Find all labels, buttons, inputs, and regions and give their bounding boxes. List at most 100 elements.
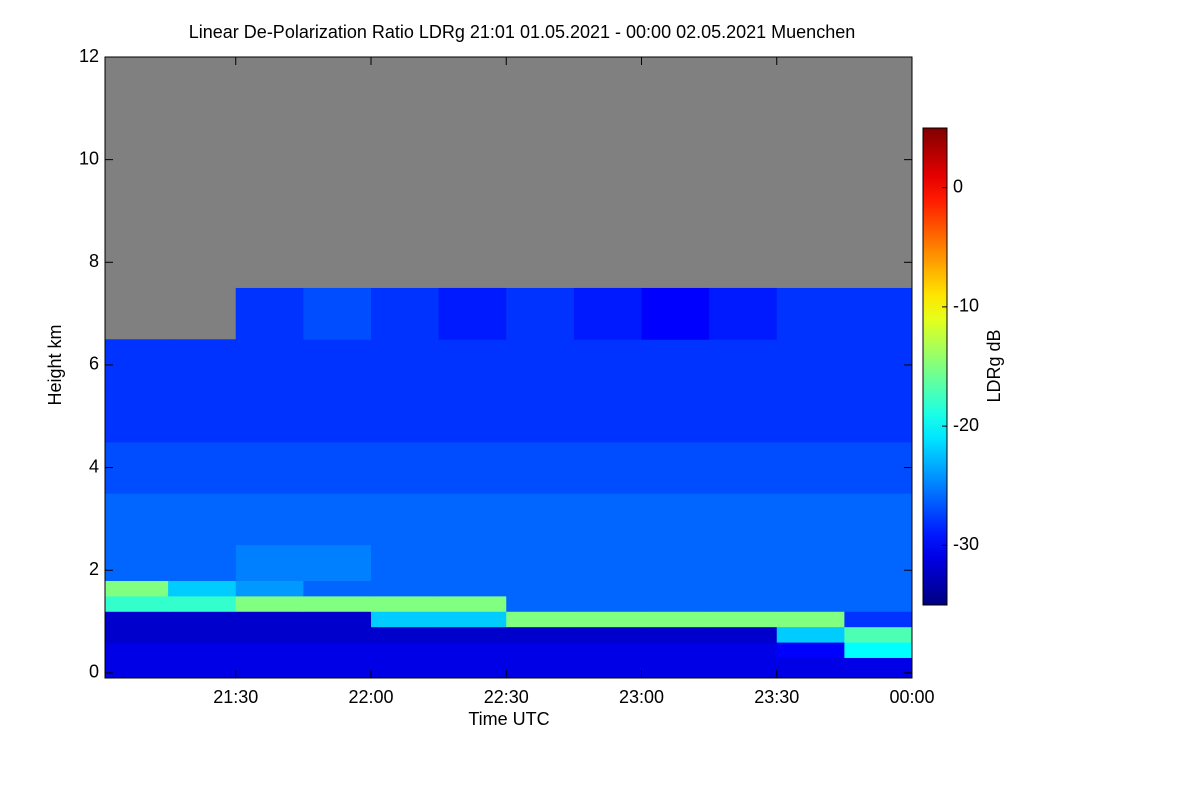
y-tick-label: 8 <box>89 251 99 271</box>
colorbar-tick-label: -30 <box>953 534 979 554</box>
heatmap-cell <box>844 595 913 612</box>
heatmap-cell <box>438 441 507 494</box>
heatmap-cell <box>168 580 237 597</box>
heatmap-cell <box>709 611 778 628</box>
heatmap-cell <box>303 642 372 658</box>
heatmap-cell <box>303 339 372 392</box>
heatmap-cell <box>709 544 778 581</box>
heatmap-cell <box>844 611 913 628</box>
heatmap-cell <box>105 657 169 679</box>
heatmap-cell <box>506 626 575 643</box>
heatmap-cell <box>105 611 169 628</box>
heatmap-cell <box>573 544 642 581</box>
heatmap-cell <box>235 657 304 679</box>
x-axis-label: Time UTC <box>468 709 549 729</box>
heatmap-cell <box>235 580 304 597</box>
heatmap-cell <box>641 390 710 443</box>
heatmap-cell <box>573 390 642 443</box>
x-tick-label: 23:30 <box>754 687 799 707</box>
heatmap-cell <box>370 493 440 546</box>
heatmap-cell <box>506 642 575 658</box>
heatmap-cell <box>506 339 575 392</box>
heatmap-cell <box>105 390 169 443</box>
heatmap-cell <box>168 657 237 679</box>
heatmap-cell <box>235 441 304 494</box>
heatmap-cell <box>303 611 372 628</box>
heatmap-cell <box>641 339 710 392</box>
x-tick-label: 22:30 <box>484 687 529 707</box>
heatmap-cell <box>235 493 304 546</box>
heatmap-cell <box>573 493 642 546</box>
heatmap-cell <box>641 657 710 679</box>
heatmap-cell <box>235 611 304 628</box>
heatmap-cell <box>303 595 372 612</box>
chart-title: Linear De-Polarization Ratio LDRg 21:01 … <box>189 22 855 42</box>
heatmap-cell <box>303 657 372 679</box>
heatmap-cell <box>105 626 169 643</box>
heatmap-cell <box>776 287 845 340</box>
heatmap-cell <box>438 390 507 443</box>
heatmap-cell <box>168 626 237 643</box>
heatmap-cell <box>573 339 642 392</box>
heatmap-cell <box>776 657 845 679</box>
heatmap-cell <box>303 544 372 581</box>
colorbar-tick-label: 0 <box>953 176 963 196</box>
heatmap-cell <box>573 287 642 340</box>
heatmap-cell <box>844 287 913 340</box>
heatmap-cell <box>105 544 169 581</box>
heatmap-cell <box>776 441 845 494</box>
heatmap-cell <box>506 611 575 628</box>
x-tick-label: 23:00 <box>619 687 664 707</box>
heatmap-cell <box>303 580 372 597</box>
heatmap-cell <box>370 544 440 581</box>
colorbar-label: LDRg dB <box>984 329 1004 402</box>
heatmap-cell <box>235 390 304 443</box>
heatmap-cell <box>709 493 778 546</box>
heatmap-cell <box>438 287 507 340</box>
y-tick-label: 12 <box>79 46 99 66</box>
heatmap-cell <box>506 544 575 581</box>
heatmap-cell <box>641 595 710 612</box>
heatmap-cell <box>506 595 575 612</box>
heatmap-cell <box>235 595 304 612</box>
heatmap-cell <box>168 493 237 546</box>
heatmap-cell <box>844 642 913 658</box>
heatmap-cell <box>105 642 169 658</box>
heatmap-cell <box>641 580 710 597</box>
heatmap-cell <box>506 657 575 679</box>
heatmap-cell <box>168 339 237 392</box>
heatmap-cell <box>370 390 440 443</box>
heatmap-cell <box>235 287 304 340</box>
heatmap-cell <box>844 626 913 643</box>
heatmap-cell <box>370 657 440 679</box>
heatmap-cell <box>573 626 642 643</box>
heatmap-cell <box>506 390 575 443</box>
heatmap-cell <box>776 339 845 392</box>
colorbar-tick-label: -20 <box>953 415 979 435</box>
heatmap-cell <box>235 544 304 581</box>
heatmap-cell <box>709 642 778 658</box>
heatmap-cell <box>573 441 642 494</box>
heatmap-cell <box>105 441 169 494</box>
heatmap-cell <box>506 493 575 546</box>
heatmap-cell <box>844 441 913 494</box>
y-tick-label: 0 <box>89 662 99 682</box>
heatmap-cell <box>303 287 372 340</box>
x-tick-label: 00:00 <box>889 687 934 707</box>
heatmap-cell <box>844 657 913 679</box>
y-tick-label: 2 <box>89 559 99 579</box>
heatmap-cell <box>709 287 778 340</box>
heatmap-cell <box>776 611 845 628</box>
heatmap-cell <box>641 441 710 494</box>
heatmap-cell <box>641 287 710 340</box>
heatmap-cell <box>168 642 237 658</box>
plot-frame <box>104 56 913 679</box>
heatmap-cell <box>573 580 642 597</box>
heatmap-cell <box>709 595 778 612</box>
heatmap-cell <box>303 493 372 546</box>
heatmap-cell <box>506 580 575 597</box>
y-tick-label: 10 <box>79 148 99 168</box>
y-tick-label: 4 <box>89 456 99 476</box>
heatmap-cell <box>844 580 913 597</box>
